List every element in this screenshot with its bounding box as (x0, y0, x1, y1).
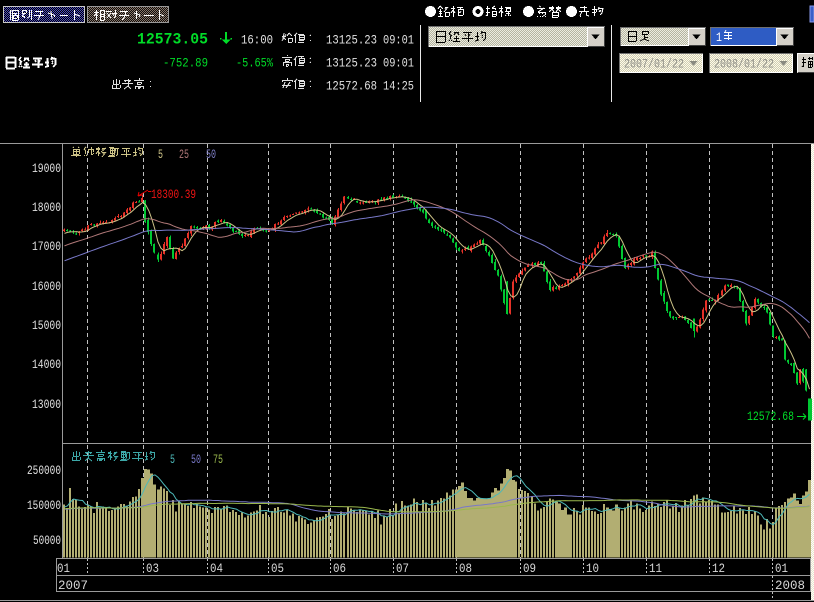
svg-text:13125.23: 13125.23 (326, 56, 377, 71)
svg-text:18300.39: 18300.39 (151, 188, 196, 202)
svg-text:03: 03 (146, 561, 159, 576)
svg-text:13000: 13000 (32, 397, 61, 412)
svg-text:16:00: 16:00 (241, 33, 273, 48)
svg-text:17000: 17000 (32, 239, 61, 254)
svg-text:75: 75 (213, 453, 223, 467)
svg-text:08: 08 (459, 561, 472, 576)
svg-text:-5.65%: -5.65% (236, 56, 273, 71)
svg-text:50000: 50000 (33, 533, 61, 548)
svg-text:2008: 2008 (775, 578, 805, 593)
svg-text:18000: 18000 (32, 200, 61, 215)
svg-text:12: 12 (712, 561, 725, 576)
svg-text:2007: 2007 (58, 578, 88, 593)
svg-text:14:25: 14:25 (383, 79, 414, 94)
svg-text:50: 50 (206, 148, 216, 162)
svg-text:09: 09 (523, 561, 536, 576)
svg-text:-752.89: -752.89 (163, 56, 208, 71)
svg-text:5: 5 (170, 453, 175, 467)
svg-text:12572.68: 12572.68 (747, 410, 794, 424)
svg-text:12572.68: 12572.68 (326, 79, 377, 94)
svg-text:10: 10 (586, 561, 599, 576)
svg-text:05: 05 (271, 561, 284, 576)
svg-text:13125.23: 13125.23 (326, 33, 377, 48)
svg-text:19000: 19000 (32, 161, 61, 176)
svg-text:04: 04 (210, 561, 223, 576)
svg-text:11: 11 (649, 561, 662, 576)
svg-text:01: 01 (57, 561, 70, 576)
svg-text:150000: 150000 (27, 498, 61, 513)
svg-text:01: 01 (775, 561, 788, 576)
svg-text:09:01: 09:01 (383, 33, 414, 48)
svg-text:5: 5 (158, 148, 163, 162)
svg-text:250000: 250000 (27, 463, 61, 478)
svg-text:12573.05: 12573.05 (137, 31, 208, 49)
svg-text:14000: 14000 (32, 357, 61, 372)
svg-text:15000: 15000 (32, 318, 61, 333)
svg-text:25: 25 (179, 148, 189, 162)
svg-text:2007/01/22: 2007/01/22 (624, 58, 684, 72)
svg-text:07: 07 (396, 561, 409, 576)
svg-text:2008/01/22: 2008/01/22 (714, 58, 774, 72)
svg-text:1: 1 (716, 31, 722, 45)
svg-text:50: 50 (191, 453, 201, 467)
svg-text:16000: 16000 (32, 279, 61, 294)
svg-text:06: 06 (333, 561, 346, 576)
svg-text:09:01: 09:01 (383, 56, 414, 71)
